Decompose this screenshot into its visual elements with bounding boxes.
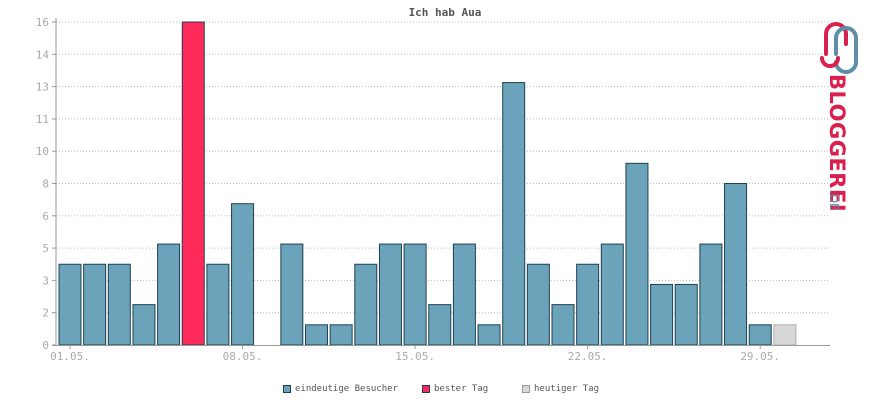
bar xyxy=(674,283,698,346)
bloggerei-logo-icon xyxy=(820,22,858,74)
y-tick-label: 8 xyxy=(42,178,49,191)
bar xyxy=(132,304,156,346)
bar xyxy=(206,263,230,346)
legend-label-best-day: bester Tag xyxy=(434,384,489,394)
bar xyxy=(58,263,82,346)
bar xyxy=(305,324,328,346)
y-tick-label: 2 xyxy=(42,307,49,320)
x-tick-label: 29.05. xyxy=(740,350,780,363)
bar xyxy=(329,324,353,346)
bar xyxy=(354,263,378,346)
axes: 0 2 3 5 6 8 10 11 13 14 16 01.05. 08.05. 15.05. 22.05.… xyxy=(36,16,830,363)
bar xyxy=(576,263,600,346)
bar xyxy=(502,82,526,346)
y-tick-label: 5 xyxy=(42,242,49,255)
bar xyxy=(724,183,748,346)
bar-today xyxy=(773,324,797,346)
y-tick-label: 16 xyxy=(36,16,49,29)
y-tick-label: 3 xyxy=(42,274,49,287)
y-tick-label: 10 xyxy=(36,145,49,158)
logo-suffix-text: .DE xyxy=(827,190,841,211)
bloggerei-logo: BLOGGEREI .DE xyxy=(812,14,870,214)
legend: eindeutige Besucher bester Tag heutiger … xyxy=(0,384,870,400)
bar xyxy=(748,324,772,346)
y-tick-label: 11 xyxy=(36,113,49,126)
chart-title: Ich hab Aua xyxy=(409,6,482,19)
bar xyxy=(231,203,255,346)
bar xyxy=(403,243,427,346)
legend-item-today: heutiger Tag xyxy=(522,384,599,394)
bar xyxy=(107,263,131,346)
y-tick-label: 14 xyxy=(36,48,50,61)
x-tick-label: 22.05. xyxy=(568,350,608,363)
legend-swatch-best-day xyxy=(422,385,430,393)
bar xyxy=(157,243,181,346)
bar xyxy=(699,243,723,346)
legend-item-best-day: bester Tag xyxy=(422,384,488,394)
bar xyxy=(280,243,304,346)
bar xyxy=(600,243,624,346)
legend-label-today: heutiger Tag xyxy=(534,384,600,394)
x-tick-label: 08.05. xyxy=(223,350,263,363)
y-tick-label: 0 xyxy=(42,339,49,352)
bar xyxy=(378,243,402,346)
legend-item-visitors: eindeutige Besucher xyxy=(283,384,398,394)
x-tick-label: 01.05. xyxy=(50,350,90,363)
bar-best-day xyxy=(181,21,205,346)
bar xyxy=(452,243,476,346)
y-tick-label: 13 xyxy=(36,81,49,94)
legend-label-visitors: eindeutige Besucher xyxy=(295,384,398,394)
bar xyxy=(625,162,649,346)
x-tick-label: 15.05. xyxy=(395,350,435,363)
bar xyxy=(650,283,674,346)
bar xyxy=(477,324,501,346)
bar xyxy=(428,304,452,346)
y-tick-label: 6 xyxy=(42,210,49,223)
legend-swatch-today xyxy=(522,385,530,393)
bloggerei-wordmark: BLOGGEREI .DE xyxy=(825,74,849,212)
bar xyxy=(551,304,575,346)
logo-brand-text: BLOGGEREI xyxy=(825,74,849,212)
bar xyxy=(526,263,550,346)
bars xyxy=(58,21,797,346)
legend-swatch-visitors xyxy=(283,385,291,393)
bar xyxy=(83,263,107,346)
